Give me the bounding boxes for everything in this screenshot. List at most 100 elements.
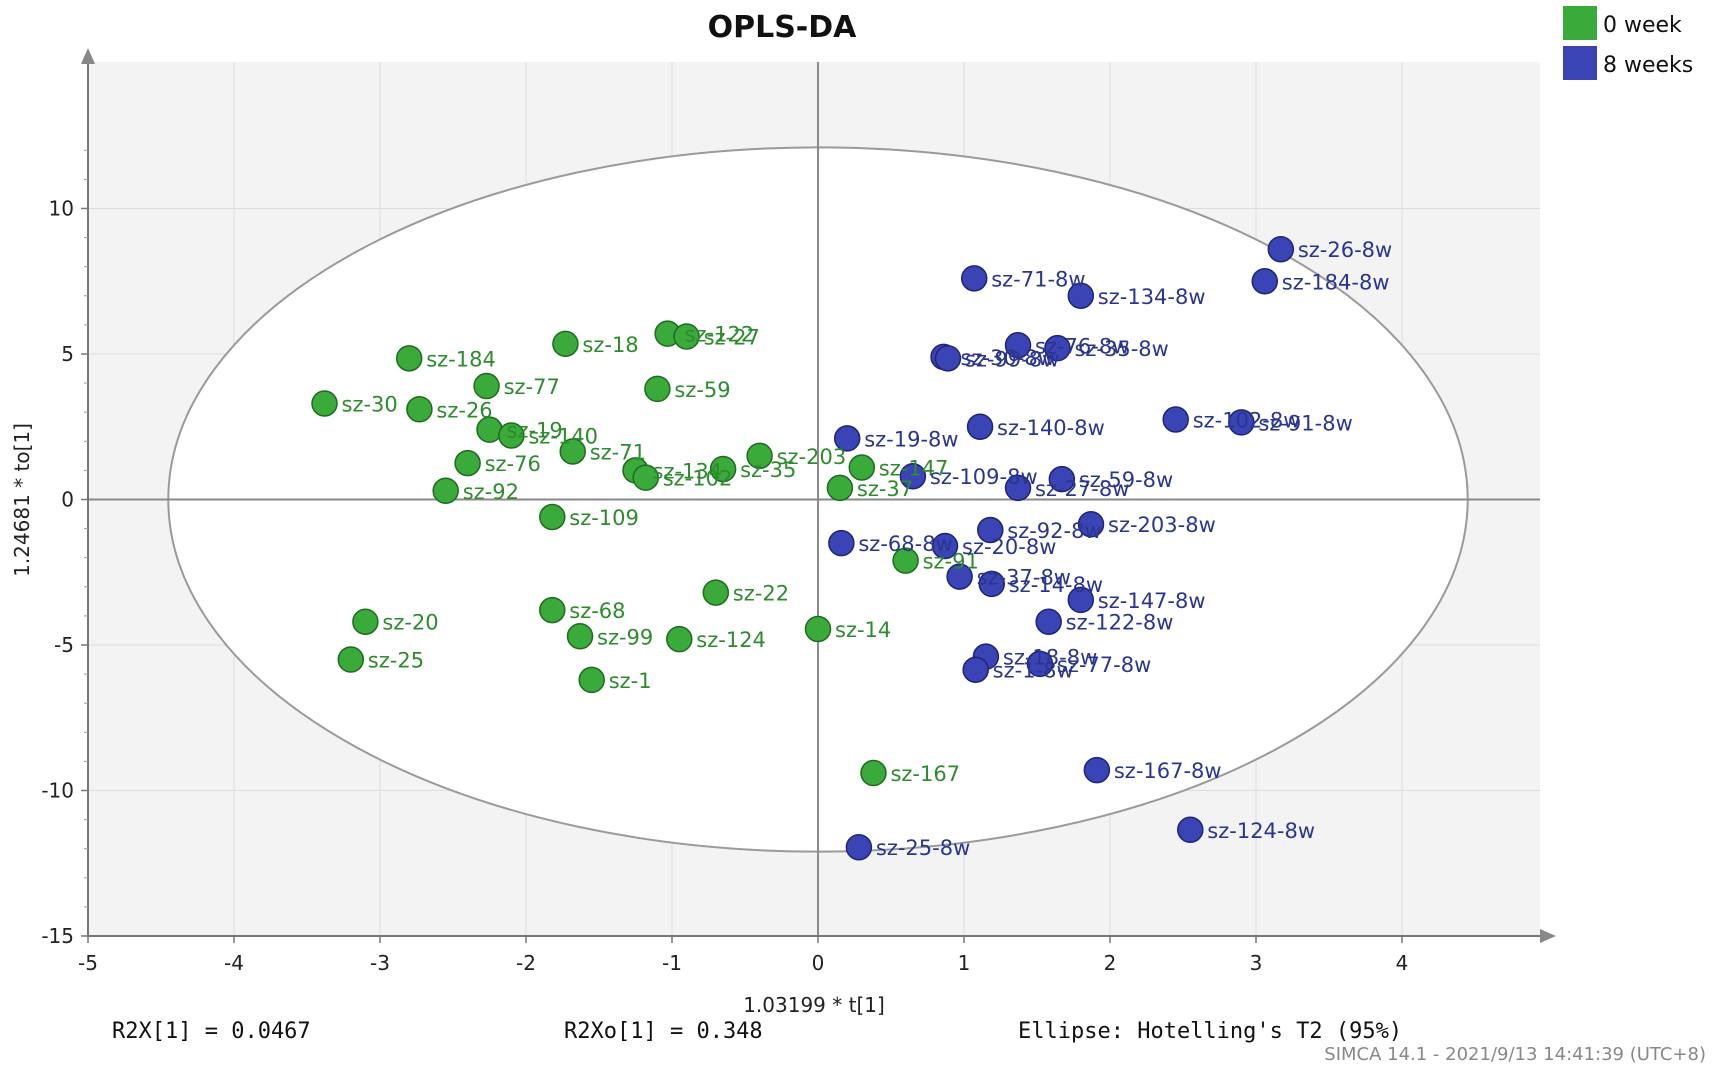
point-label-sz-68-8w: sz-68-8w <box>858 532 952 556</box>
point-label-sz-27: sz-27 <box>704 326 760 350</box>
point-sz-1-8w <box>962 656 989 683</box>
point-label-sz-19: sz-19 <box>507 419 563 443</box>
point-label-sz-124: sz-124 <box>696 628 766 652</box>
point-sz-27 <box>673 323 700 350</box>
point-sz-37-8w <box>946 563 973 590</box>
point-label-sz-22: sz-22 <box>733 582 789 606</box>
point-sz-91 <box>892 547 919 574</box>
point-label-sz-76: sz-76 <box>485 452 541 476</box>
point-label-sz-20: sz-20 <box>382 611 438 635</box>
point-sz-92 <box>432 477 459 505</box>
r2x-stat: R2X[1] = 0.0467 <box>112 1019 311 1044</box>
point-sz-59-8w <box>1048 465 1076 493</box>
point-label-sz-147-8w: sz-147-8w <box>1098 589 1206 613</box>
legend: 0 week 8 weeks <box>1563 6 1693 80</box>
point-label-sz-20-8w: sz-20-8w <box>962 535 1056 559</box>
point-sz-99-8w <box>934 345 962 372</box>
point-label-sz-184-8w: sz-184-8w <box>1282 270 1390 294</box>
point-sz-27-8w <box>1004 474 1032 502</box>
y-tick-label-5: 10 <box>49 197 74 221</box>
point-label-sz-167: sz-167 <box>890 762 960 786</box>
point-sz-92-8w <box>977 516 1004 544</box>
legend-label-8-weeks: 8 weeks <box>1603 53 1693 78</box>
point-sz-25 <box>337 646 365 673</box>
point-sz-147 <box>848 454 876 481</box>
point-label-sz-167-8w: sz-167-8w <box>1114 759 1222 783</box>
point-sz-22 <box>702 579 730 606</box>
x-tick-label-4: -1 <box>662 951 682 975</box>
point-sz-76-8w <box>1004 332 1032 359</box>
point-label-sz-109: sz-109 <box>569 506 639 530</box>
point-sz-35 <box>709 455 737 483</box>
point-sz-203 <box>746 442 773 470</box>
y-tick-label-4: 5 <box>61 342 74 366</box>
point-sz-184-8w <box>1251 268 1279 295</box>
x-tick-label-8: 3 <box>1250 951 1263 975</box>
point-sz-18 <box>552 330 579 358</box>
x-tick-label-2: -3 <box>370 951 390 975</box>
point-sz-14-8w <box>978 570 1005 598</box>
point-sz-26-8w <box>1267 235 1295 263</box>
point-sz-77-8w <box>1026 650 1054 678</box>
point-sz-102 <box>632 464 659 491</box>
point-label-sz-71: sz-71 <box>590 440 646 464</box>
point-label-sz-68: sz-68 <box>569 599 625 623</box>
y-tick-label-1: -10 <box>41 779 74 803</box>
point-label-sz-99: sz-99 <box>597 625 653 649</box>
point-label-sz-92: sz-92 <box>463 480 519 504</box>
x-axis-arrow <box>1540 929 1556 943</box>
ellipse-stat: Ellipse: Hotelling's T2 (95%) <box>1018 1019 1402 1044</box>
point-sz-19-8w <box>833 425 861 452</box>
point-label-sz-140: sz-140 <box>528 424 598 448</box>
point-label-sz-1: sz-1 <box>609 669 652 693</box>
point-label-sz-102: sz-102 <box>663 467 733 491</box>
point-label-sz-30: sz-30 <box>342 392 398 416</box>
legend-swatch-0-week <box>1563 6 1597 40</box>
point-sz-140-8w <box>966 413 994 440</box>
point-label-sz-134-8w: sz-134-8w <box>1098 285 1206 309</box>
y-tick-label-0: -15 <box>41 924 74 948</box>
point-sz-91-8w <box>1228 409 1255 436</box>
point-sz-37 <box>826 474 854 502</box>
point-label-sz-27-8w: sz-27-8w <box>1035 477 1129 501</box>
point-sz-68-8w <box>828 529 855 557</box>
point-label-sz-122: sz-122 <box>685 323 755 347</box>
footer-stamp: SIMCA 14.1 - 2021/9/13 14:41:39 (UTC+8) <box>1324 1044 1706 1065</box>
point-label-sz-76-8w: sz-76-8w <box>1035 334 1129 358</box>
point-label-sz-30-8w: sz-30-8w <box>961 346 1055 370</box>
point-label-sz-124-8w: sz-124-8w <box>1207 819 1315 843</box>
point-sz-102-8w <box>1162 406 1189 433</box>
point-sz-109-8w <box>899 462 927 490</box>
point-label-sz-25: sz-25 <box>368 649 424 673</box>
point-sz-184 <box>395 345 423 372</box>
point-label-sz-91-8w: sz-91-8w <box>1258 411 1352 435</box>
point-sz-14 <box>804 615 832 643</box>
point-sz-122-8w <box>1035 608 1062 635</box>
point-label-sz-35-8w: sz-35-8w <box>1074 337 1168 361</box>
point-label-sz-203: sz-203 <box>777 445 847 469</box>
point-sz-30 <box>311 390 338 417</box>
chart-title: OPLS-DA <box>708 10 858 45</box>
y-axis-arrow <box>81 48 95 64</box>
point-label-sz-19-8w: sz-19-8w <box>864 427 958 451</box>
x-tick-label-6: 1 <box>958 951 971 975</box>
point-sz-20-8w <box>931 532 959 560</box>
point-label-sz-184: sz-184 <box>426 347 496 371</box>
point-label-sz-26: sz-26 <box>436 398 492 422</box>
x-tick-label-1: -4 <box>224 951 244 975</box>
point-sz-167-8w <box>1083 756 1111 784</box>
legend-label-0-week: 0 week <box>1603 13 1682 38</box>
point-label-sz-71-8w: sz-71-8w <box>991 267 1085 291</box>
point-label-sz-77: sz-77 <box>504 375 560 399</box>
point-label-sz-59: sz-59 <box>674 378 730 402</box>
point-sz-68 <box>539 596 566 624</box>
y-tick-label-3: 0 <box>61 488 74 512</box>
point-label-sz-77-8w: sz-77-8w <box>1057 653 1151 677</box>
point-sz-35-8w <box>1044 334 1071 362</box>
r2xo-stat: R2Xo[1] = 0.348 <box>564 1019 763 1044</box>
point-label-sz-26-8w: sz-26-8w <box>1298 238 1392 262</box>
point-sz-25-8w <box>845 833 873 861</box>
point-sz-134-8w <box>1067 282 1095 310</box>
